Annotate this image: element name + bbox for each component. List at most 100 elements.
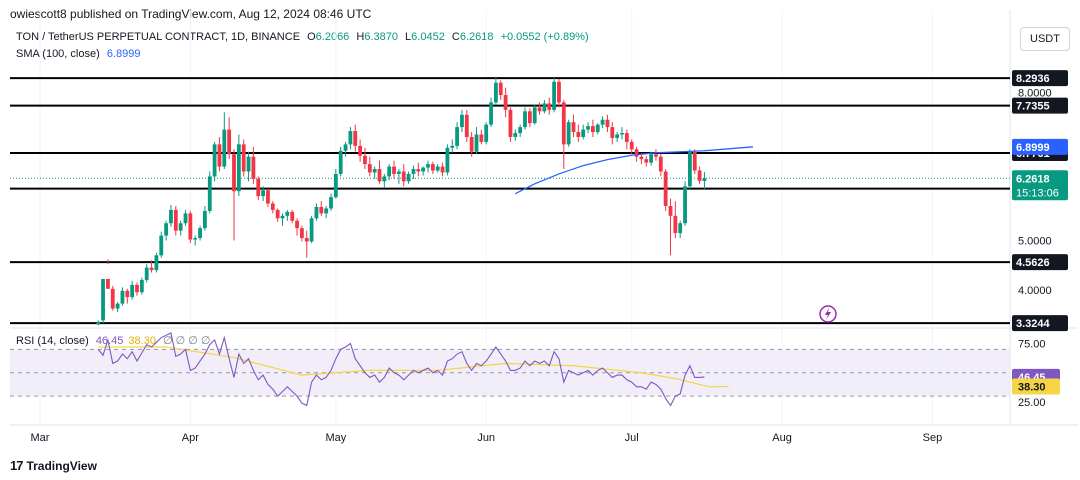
tradingview-wordmark: TradingView [26,458,97,473]
candle-body [591,126,595,133]
candle-body [183,213,188,224]
candle-body [227,129,232,155]
candle-body [498,82,503,96]
candle-body [290,211,295,221]
sma-legend[interactable]: SMA (100, close) 6.8999 [16,48,140,60]
sma-value: 6.8999 [106,48,141,60]
candle-body [203,210,207,229]
price-tag-countdown: 15:13:06 [1016,187,1059,199]
candle-body [348,131,353,145]
high-label: H [356,31,365,43]
candle-body [188,213,193,240]
candle-body [372,169,377,173]
x-tick-label: Sep [923,432,943,444]
candle-body [300,228,304,239]
currency-label: USDT [1030,33,1060,45]
level-tag [1012,315,1068,332]
candle-body [494,82,498,103]
candle-body [173,209,178,231]
candle-body [435,166,440,171]
y-tick-label: 8.0000 [1018,88,1052,100]
candle-body [450,145,455,148]
level-tag-label: 7.7355 [1016,101,1050,113]
price-tag [1012,138,1068,155]
candle-body [610,127,615,138]
candle-body [658,156,663,172]
candle-body [353,131,358,146]
candle-body [532,107,537,124]
x-tick-label: Jun [477,432,495,444]
candle-body [319,206,324,214]
candle-body [280,215,285,219]
candle-body [649,154,653,163]
candle-body [639,156,644,160]
rsi-ma-line [98,346,729,388]
rsi-ma-tag-label: 38.30 [1018,381,1046,393]
candle-body [304,238,309,242]
candle-body [169,209,173,224]
candle-body [430,164,435,171]
candle-body [537,107,542,112]
level-tag-label: 3.3244 [1016,318,1051,330]
candle-body [576,132,581,137]
candle-body [479,134,484,142]
rsi-tick-label: 25.00 [1018,397,1046,409]
candle-body [523,111,527,128]
level-tag-label: 8.2936 [1016,73,1050,85]
candle-body [377,169,382,182]
x-tick-label: Mar [31,432,50,444]
rsi-label: RSI (14, close) [16,335,89,347]
candle-body [697,170,702,181]
rsi-value: 46.45 [95,335,124,347]
candle-body [673,215,678,234]
x-tick-label: Jul [625,432,639,444]
candle-body [144,267,149,280]
currency-button[interactable]: USDT [1020,27,1070,51]
candle-body [586,126,590,130]
y-tick-label: 4.0000 [1018,285,1052,297]
candle-body [251,156,256,179]
candle-body [333,173,338,198]
rsi-legend[interactable]: RSI (14, close) 46.45 38.30 ∅ ∅ ∅ ∅ [16,334,211,347]
candle-body [508,109,513,137]
rsi-ma-value: 38.30 [128,335,156,347]
candle-body [387,166,392,177]
candle-body [547,103,552,110]
x-tick-label: Apr [182,432,199,444]
axis-layer: 8.0000 5.0000 4.0000 75.00 25.00 Mar Apr May Jun… [31,88,1052,444]
candle-body [96,321,101,325]
close-label: C [451,31,460,43]
candle-body [295,220,299,229]
candle-body [367,164,372,173]
candle-body [198,228,202,239]
sma-label: SMA (100, close) [16,48,100,60]
level-tag-label: 4.5626 [1016,257,1050,269]
candle-body [120,290,125,304]
candle-body [125,290,130,298]
price-tag [1012,170,1068,201]
candle-body [101,278,105,321]
candle-body [421,167,426,172]
rsi-layer [10,332,1010,407]
candle-body [426,164,430,168]
lightning-icon[interactable] [819,305,837,323]
price-tags-layer: 8.29367.73556.77616.05204.56263.32446.89… [1012,70,1068,395]
candle-body [503,95,508,110]
tradingview-logo[interactable]: 17 TradingView [10,458,97,473]
candle-body [217,144,222,167]
candle-body [668,205,673,216]
low-value: 6.0452 [411,31,445,43]
candle-body [212,144,217,177]
candle-body [159,235,164,256]
candle-body [382,176,387,182]
candle-body [605,119,610,128]
candle-body [154,255,159,271]
candle-body [401,171,406,182]
candle-body [542,103,547,112]
candle-body [411,169,416,174]
candle-body [139,279,144,293]
low-label: L [405,31,412,43]
candle-body [329,197,333,209]
candle-body [232,154,236,192]
